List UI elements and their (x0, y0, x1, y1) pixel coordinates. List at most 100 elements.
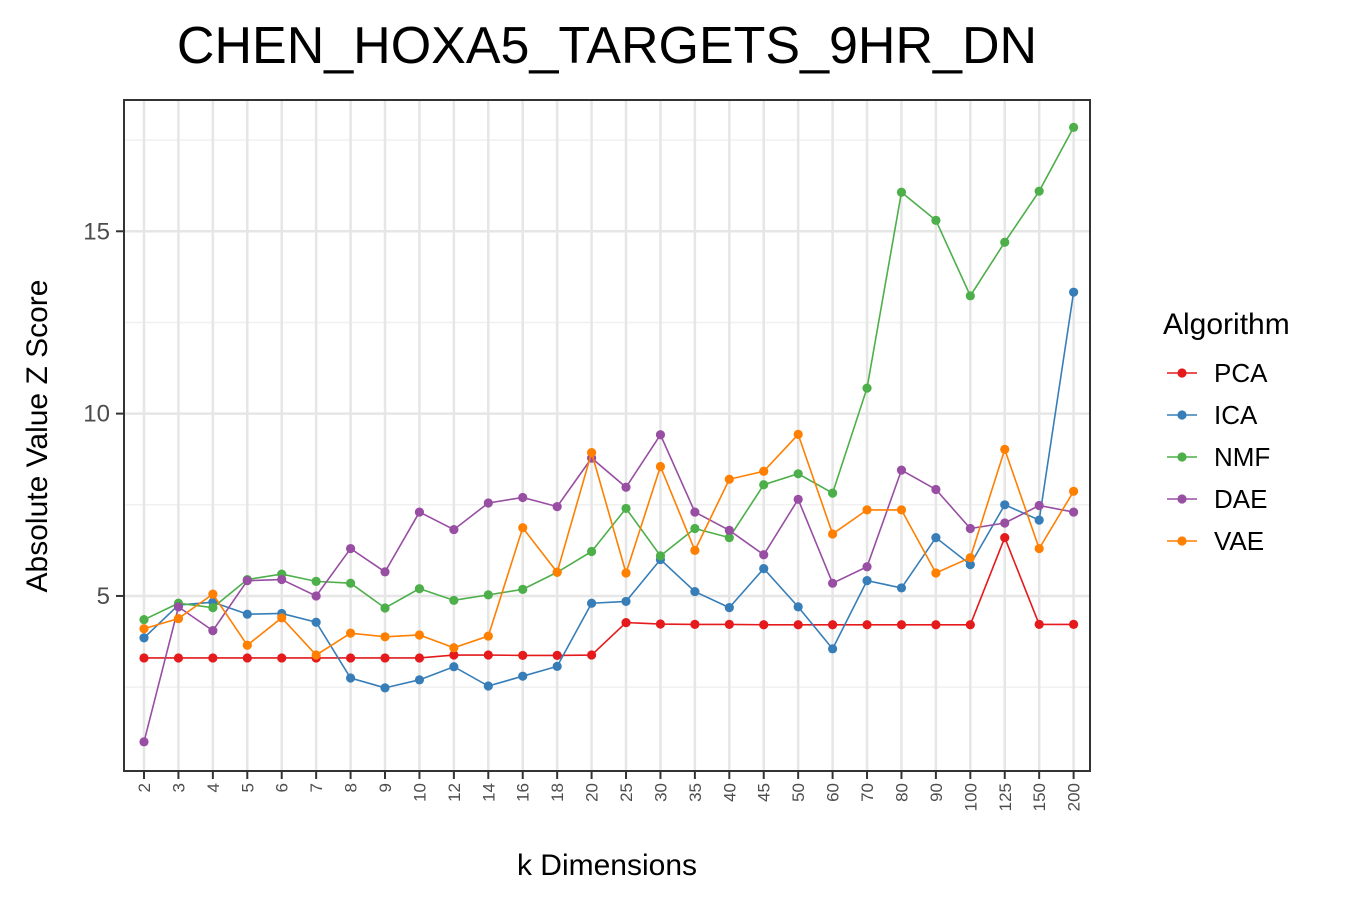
data-point-vae (965, 553, 975, 563)
data-point-nmf (311, 576, 321, 586)
legend-label-dae: DAE (1214, 484, 1267, 514)
data-point-dae (242, 576, 252, 586)
data-point-pca (449, 650, 459, 660)
data-point-ica (1069, 287, 1079, 297)
x-tick-label: 10 (410, 783, 429, 802)
data-point-pca (1034, 619, 1044, 630)
data-point-nmf (1000, 237, 1010, 247)
legend-label-vae: VAE (1214, 526, 1264, 556)
data-point-dae (621, 482, 631, 492)
data-point-dae (208, 626, 218, 636)
data-point-vae (690, 545, 700, 555)
legend-label-ica: ICA (1214, 400, 1258, 430)
x-tick-label: 9 (376, 783, 395, 792)
data-point-nmf (965, 291, 975, 301)
data-point-dae (173, 602, 184, 612)
data-point-dae (139, 737, 149, 747)
data-point-pca (655, 619, 666, 629)
data-point-pca (552, 650, 562, 660)
data-point-vae (862, 505, 872, 515)
data-point-dae (483, 498, 493, 508)
y-tick-label: 15 (83, 218, 110, 245)
data-point-pca (586, 650, 597, 660)
data-point-vae (380, 632, 390, 642)
data-point-pca (724, 619, 734, 630)
x-tick-label: 125 (996, 783, 1015, 811)
x-tick-label: 70 (858, 783, 877, 802)
data-point-pca (518, 650, 528, 660)
data-point-ica (759, 564, 769, 574)
data-point-pca (345, 653, 356, 663)
data-point-pca (208, 653, 218, 663)
data-point-pca (690, 619, 700, 630)
data-point-ica (724, 603, 734, 613)
legend-point-pca (1177, 368, 1187, 378)
data-point-dae (896, 465, 907, 475)
data-point-dae (552, 502, 562, 512)
data-point-dae (380, 567, 390, 577)
data-point-vae (828, 529, 838, 539)
x-tick-label: 30 (651, 783, 670, 802)
data-point-ica (380, 683, 390, 693)
data-point-pca (277, 653, 287, 663)
data-point-nmf (896, 187, 907, 197)
data-point-ica (690, 586, 700, 597)
data-point-vae (173, 613, 184, 624)
data-point-ica (483, 681, 493, 691)
legend-point-ica (1177, 410, 1187, 420)
data-point-pca (1000, 533, 1010, 543)
data-point-vae (655, 461, 666, 472)
data-point-nmf (483, 590, 493, 600)
legend-point-nmf (1177, 452, 1187, 462)
data-point-ica (414, 675, 425, 685)
data-point-vae (345, 628, 356, 638)
x-tick-label: 50 (789, 783, 808, 802)
data-point-pca (862, 620, 872, 630)
data-point-ica (518, 671, 528, 681)
x-tick-label: 100 (961, 783, 980, 811)
data-point-vae (311, 650, 321, 660)
x-tick-label: 45 (755, 783, 774, 802)
data-point-nmf (793, 469, 803, 479)
x-tick-label: 25 (617, 783, 636, 802)
legend-point-vae (1177, 536, 1187, 546)
data-point-pca (896, 620, 907, 630)
data-point-vae (208, 589, 218, 599)
series-line-vae (143, 432, 1075, 657)
data-point-pca (793, 620, 803, 630)
data-point-nmf (518, 584, 528, 594)
data-point-dae (793, 494, 803, 504)
data-point-nmf (208, 603, 218, 613)
data-point-dae (655, 430, 666, 440)
data-point-ica (1034, 515, 1044, 525)
data-point-dae (449, 524, 459, 535)
legend-title: Algorithm (1163, 308, 1290, 341)
data-point-nmf (862, 383, 872, 393)
data-point-vae (277, 613, 287, 623)
data-point-pca (483, 650, 493, 660)
data-point-dae (931, 484, 941, 495)
data-point-pca (828, 620, 838, 630)
data-point-nmf (931, 215, 941, 225)
data-point-ica (621, 596, 631, 607)
x-tick-label: 8 (342, 783, 361, 792)
data-point-ica (449, 662, 459, 672)
data-point-nmf (449, 595, 459, 605)
x-tick-label: 4 (204, 783, 223, 792)
data-point-ica (862, 576, 872, 586)
data-point-pca (931, 620, 941, 630)
data-point-dae (277, 574, 287, 585)
x-tick-label: 16 (514, 783, 533, 802)
data-point-pca (965, 620, 975, 630)
x-tick-label: 60 (824, 783, 843, 802)
panel-border (123, 99, 1091, 772)
data-point-ica (931, 533, 941, 543)
legend-point-dae (1177, 494, 1187, 504)
data-point-dae (414, 507, 425, 517)
data-point-vae (1000, 444, 1010, 454)
data-point-vae (621, 568, 631, 578)
data-point-pca (759, 620, 769, 630)
data-point-vae (552, 567, 562, 577)
